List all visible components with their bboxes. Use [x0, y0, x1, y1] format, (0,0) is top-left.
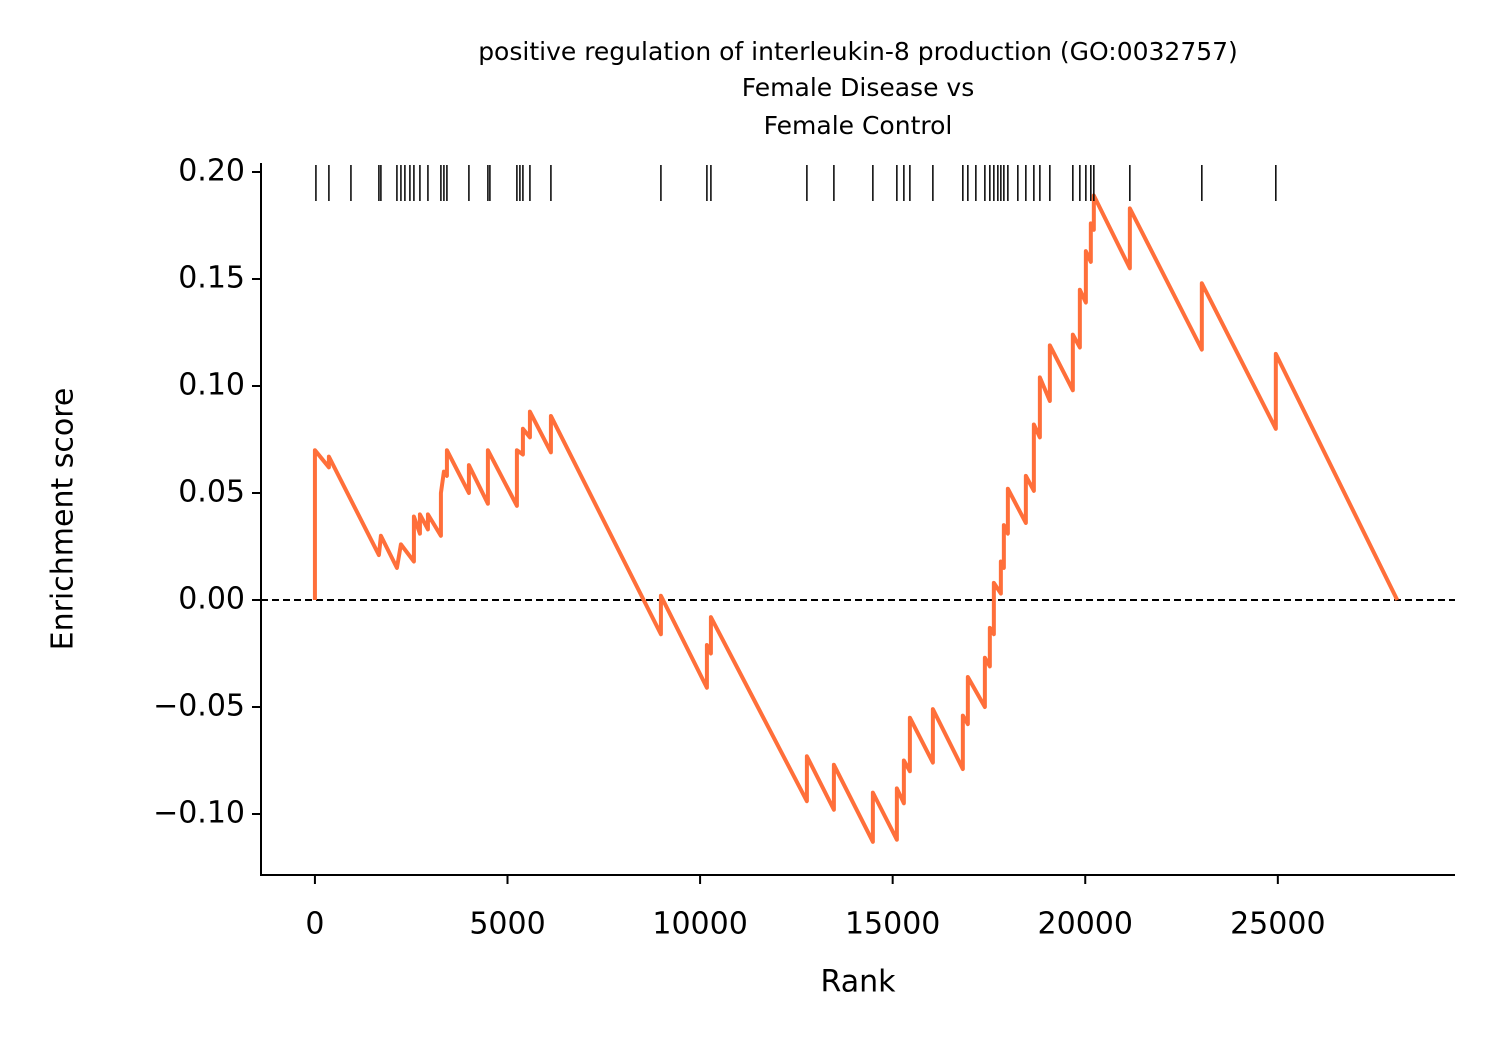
chart-title: Female Disease vs — [742, 73, 974, 102]
x-tick-label: 5000 — [469, 907, 545, 942]
y-tick-label: −0.05 — [153, 689, 245, 724]
y-axis-label: Enrichment score — [46, 388, 81, 651]
y-tick-label: 0.00 — [178, 582, 245, 617]
x-tick-label: 10000 — [652, 907, 747, 942]
y-tick-label: 0.15 — [178, 260, 245, 295]
x-tick-label: 25000 — [1230, 907, 1325, 942]
chart-title: positive regulation of interleukin-8 pro… — [478, 37, 1238, 66]
x-tick-label: 0 — [305, 907, 324, 942]
x-axis-label: Rank — [821, 965, 897, 1000]
x-tick-label: 15000 — [845, 907, 940, 942]
y-tick-label: −0.10 — [153, 796, 245, 831]
chart-title: Female Control — [764, 111, 953, 140]
x-tick-label: 20000 — [1038, 907, 1133, 942]
y-tick-label: 0.05 — [178, 474, 245, 509]
y-tick-label: 0.10 — [178, 367, 245, 402]
y-tick-label: 0.20 — [178, 153, 245, 188]
enrichment-line — [312, 193, 1400, 844]
